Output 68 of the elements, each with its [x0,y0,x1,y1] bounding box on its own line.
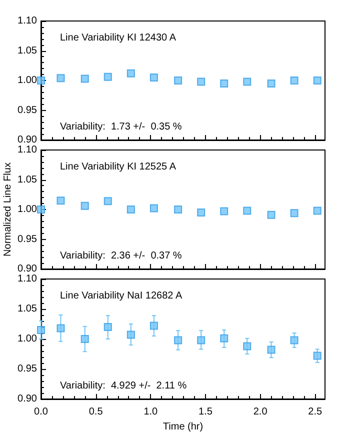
point [150,204,158,212]
point [290,336,298,344]
y-tick-label: 0.95 [18,234,38,245]
annotation: Variability: 4.929 +/- 2.11 % [60,380,187,392]
point [37,76,45,84]
y-tick-label: 0.95 [18,364,38,374]
point [150,74,158,82]
y-tick-label: 0.90 [18,394,38,404]
point [267,210,276,219]
point [150,322,158,330]
point [220,334,228,342]
y-axis-title: Normalized Line Flux [2,162,14,256]
y-tick-label: 1.10 [18,144,38,156]
y-tick-label: 0.95 [18,104,38,116]
y-tick-label: 1.00 [18,75,38,86]
y-tick-label: 1.05 [18,174,38,186]
point [290,209,298,218]
point [80,335,89,343]
point [174,76,182,84]
point [290,76,298,84]
x-tick-label: 2.0 [253,406,268,418]
point [126,69,135,78]
text: Line Variability NaI 12682 A [60,290,182,302]
y-tick-label: 0.90 [18,134,38,146]
point [104,72,112,81]
x-tick-label: 1.0 [144,406,158,418]
point [56,324,65,332]
x-axis-title: Time (hr) [162,421,204,432]
y-tick-label: 1.05 [18,304,38,314]
point [37,206,45,214]
y-tick-label: 1.05 [18,45,38,56]
point [243,78,252,86]
point [80,74,89,83]
point [104,323,112,331]
point [197,336,206,344]
point [126,206,135,214]
point [313,76,322,84]
annotation: Variability: 2.36 +/- 0.37 % [60,250,182,262]
y-tick-label: 1.00 [18,334,38,344]
point [174,206,182,214]
annotation: Variability: 1.73 +/- 0.35 % [60,122,182,132]
point [126,330,135,339]
text: Line Variability KI 12525 A [60,162,176,172]
point [80,202,89,210]
x-tick-label: 1.5 [198,406,213,418]
point [313,206,322,215]
text: Line Variability KI 12430 A [60,32,176,44]
x-tick-label: 2.5 [308,406,323,418]
point [243,206,252,215]
point [174,336,182,344]
point [56,196,65,205]
point [267,346,276,354]
point [267,79,276,88]
y-tick-label: 1.00 [18,204,38,215]
y-tick-label: 0.90 [18,264,38,274]
point [243,342,252,350]
y-tick-label: 1.10 [18,274,38,284]
point [220,207,228,216]
point [37,326,45,334]
point [197,78,206,86]
point [313,352,322,360]
x-tick-label: 0.0 [34,406,48,418]
point [104,197,112,206]
y-tick-label: 1.10 [18,16,38,26]
point [56,74,65,82]
point [197,208,206,216]
x-tick-label: 0.5 [88,406,104,418]
point [220,79,228,88]
